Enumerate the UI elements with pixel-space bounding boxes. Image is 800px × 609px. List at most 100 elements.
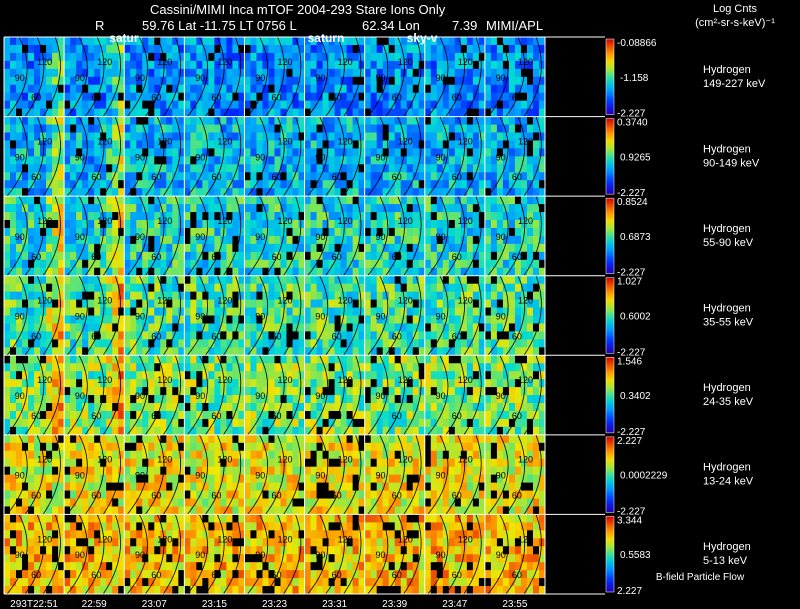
image-pixel [526,395,534,404]
image-pixel [400,275,408,285]
image-pixel [262,124,269,133]
image-pixel [94,44,101,54]
image-pixel [46,434,53,444]
image-pixel [340,410,348,420]
image-pixel [466,188,474,197]
image-pixel [490,323,498,332]
image-pixel [346,339,354,348]
image-pixel [532,44,540,54]
image-pixel [448,220,456,229]
image-pixel [298,52,305,62]
image-pixel [448,418,456,428]
image-pixel [154,220,161,229]
image-pixel [214,227,221,237]
image-pixel [106,68,113,78]
image-pixel [532,180,540,189]
image-pixel [112,92,119,102]
image-pixel [70,299,77,308]
image-pixel [64,466,71,476]
image-pixel [34,84,41,94]
image-pixel [430,355,438,364]
image-pixel [412,315,420,324]
image-pixel [262,418,269,428]
image-pixel [130,482,137,491]
image-pixel [382,251,390,261]
image-pixel [136,164,143,173]
image-pixel [154,442,161,452]
image-pixel [538,84,546,94]
image-pixel [388,140,396,149]
image-pixel [184,387,191,396]
image-pixel [238,331,245,340]
image-pixel [490,172,498,181]
image-pixel [46,283,53,293]
image-pixel [412,267,420,277]
image-pixel [280,116,287,125]
image-pixel [190,132,197,141]
image-pixel [124,387,131,396]
image-pixel [28,220,35,229]
image-pixel [202,116,209,125]
image-pixel [64,291,71,300]
image-pixel [376,44,384,54]
image-pixel [88,434,95,444]
image-pixel [166,180,173,189]
image-pixel [46,259,53,269]
image-pixel [184,498,191,507]
image-pixel [322,387,329,396]
image-pixel [478,220,486,229]
image-pixel [232,164,239,173]
image-pixel [478,116,486,125]
image-pixel [100,235,107,245]
image-pixel [16,458,23,468]
image-pixel [82,395,89,404]
image-pixel [202,482,209,491]
image-pixel [196,474,203,483]
image-pixel [112,132,119,141]
image-pixel [208,307,215,316]
image-pixel [64,347,71,356]
image-pixel [226,60,233,70]
image-pixel [256,172,263,181]
image-pixel [178,458,185,468]
image-pixel [226,410,233,420]
image-pixel [214,434,221,444]
image-pixel [190,275,197,285]
image-pixel [118,140,125,149]
image-pixel [286,164,293,173]
image-pixel [226,100,233,110]
image-pixel [466,68,474,78]
image-pixel [100,60,107,70]
image-pixel [178,387,185,396]
image-pixel [304,418,311,428]
image-pixel [100,108,107,117]
image-pixel [250,132,257,141]
image-pixel [310,347,317,356]
image-pixel [358,60,366,70]
image-pixel [46,490,53,499]
image-pixel [274,68,281,78]
image-pixel [328,220,336,229]
image-pixel [364,243,372,253]
image-pixel [370,84,378,94]
image-pixel [214,52,221,62]
image-pixel [160,196,167,205]
image-pixel [208,76,215,86]
image-pixel [112,450,119,460]
image-pixel [28,52,35,62]
image-pixel [298,212,305,221]
image-pixel [364,410,372,420]
image-pixel [352,363,360,372]
image-pixel [358,124,366,133]
image-pixel [28,235,35,245]
image-pixel [526,410,534,420]
image-pixel [316,291,323,300]
image-pixel [256,267,263,277]
image-pixel [490,60,498,70]
image-pixel [412,60,420,70]
image-pixel [244,251,251,261]
image-pixel [424,204,432,213]
image-cells [4,37,546,595]
image-pixel [4,506,11,515]
image-pixel [112,235,119,245]
